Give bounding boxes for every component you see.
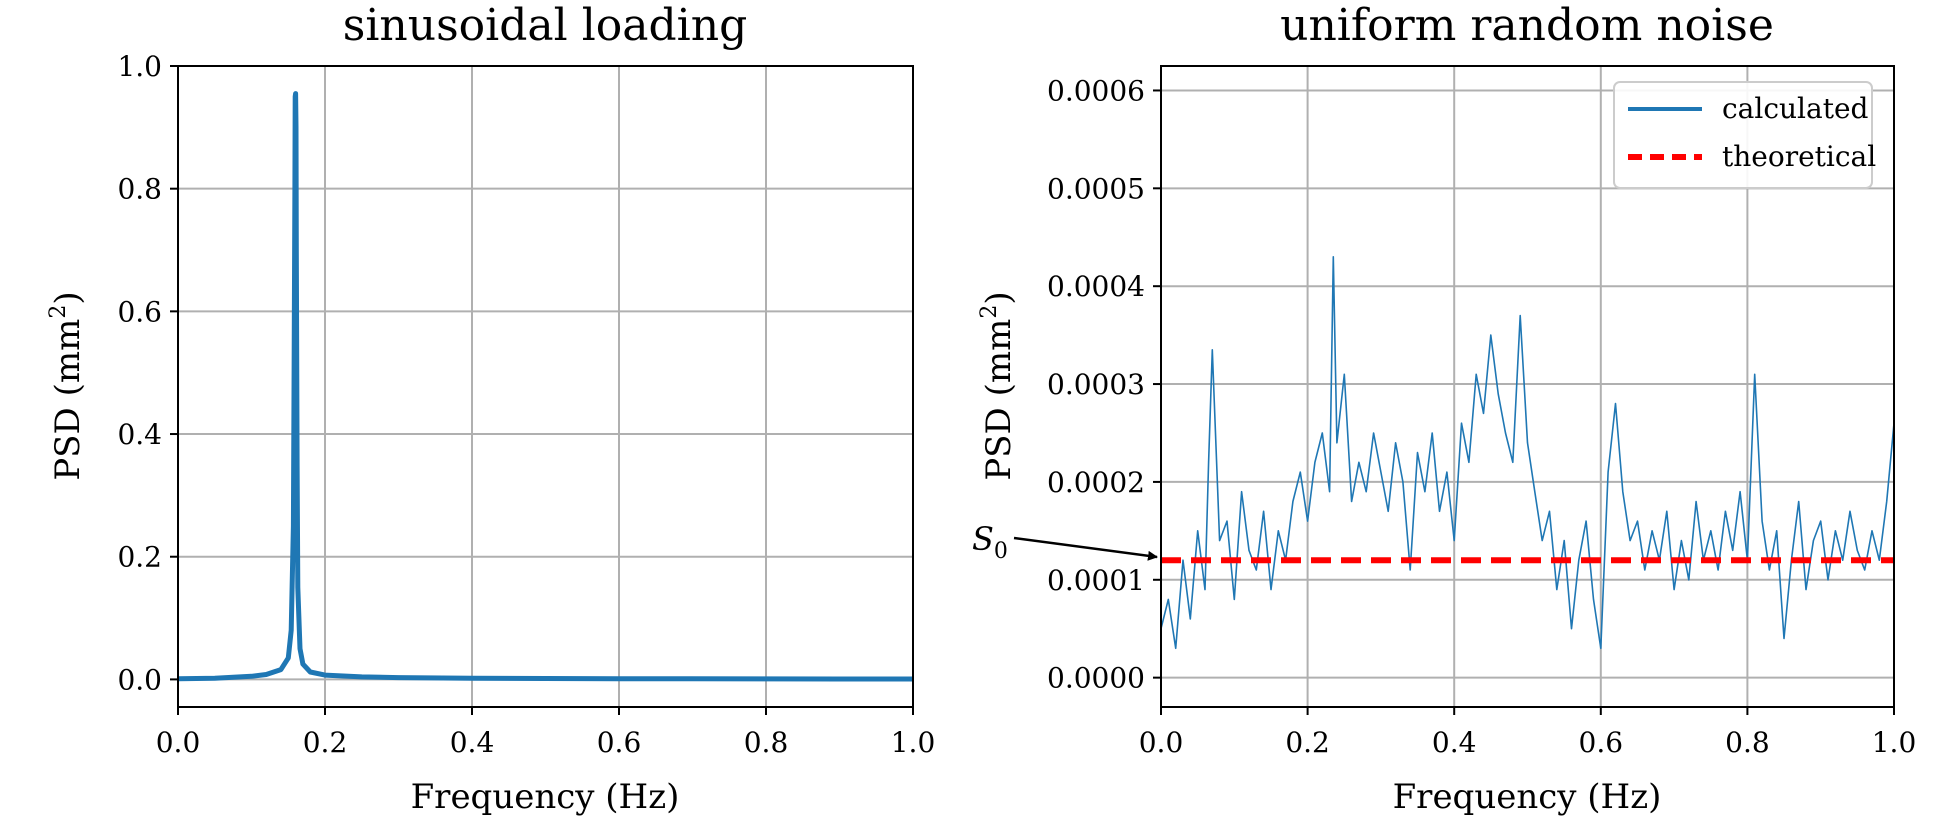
s0-arrow (1013, 536, 1158, 561)
right-y-axis-label-close: ) (979, 291, 1019, 304)
left-x-tick-label: 1.0 (891, 726, 936, 759)
right-x-axis-label: Frequency (Hz) (1393, 777, 1662, 817)
right-y-tick-label: 0.0005 (1047, 172, 1145, 205)
left-y-axis-label-main: PSD (mm (48, 319, 88, 481)
right-y-tick-label: 0.0000 (1047, 662, 1145, 695)
right-y-tick-label: 0.0004 (1047, 270, 1145, 303)
right-chart-panel: uniform random noise 0.0 0.2 0.4 0.6 0.8 1.00… (972, 0, 1916, 817)
right-x-tick-label: 0.4 (1432, 726, 1477, 759)
s0-annotation: S0 (972, 520, 1158, 564)
right-chart-title: uniform random noise (1280, 0, 1774, 51)
left-y-tick-label: 1.0 (117, 50, 162, 83)
left-x-tick-label: 0.0 (156, 726, 201, 759)
right-x-tick-label: 0.2 (1285, 726, 1330, 759)
legend-calculated-label: calculated (1722, 92, 1869, 125)
left-y-axis-label-close: ) (48, 291, 88, 304)
s0-subscript: 0 (994, 539, 1008, 564)
left-plot-frame (177, 65, 914, 708)
left-y-axis-label-superscript: 2 (46, 305, 71, 319)
left-y-tick-label: 0.4 (117, 418, 162, 451)
right-x-tick-label: 0.8 (1725, 726, 1770, 759)
right-y-axis-label-main: PSD (mm (979, 319, 1019, 481)
left-gridlines (177, 65, 914, 707)
left-x-axis-label: Frequency (Hz) (411, 777, 680, 817)
left-y-tick-label: 0.6 (117, 295, 162, 328)
right-y-axis-label-superscript: 2 (977, 305, 1002, 319)
right-y-tick-label: 0.0006 (1047, 74, 1145, 107)
right-series-line-calculated (1161, 255, 1894, 650)
left-series-group (178, 91, 913, 682)
right-x-tick-label: 0.0 (1139, 726, 1184, 759)
left-y-tick-label: 0.0 (117, 663, 162, 696)
left-chart-panel: sinusoidal loading 0.0 0.2 0.4 0.6 0.8 1.00.0… (46, 0, 935, 817)
left-y-axis-label: PSD (mm2) (46, 291, 88, 480)
left-x-tick-label: 0.4 (450, 726, 495, 759)
right-y-axis-label: PSD (mm2) (977, 291, 1019, 480)
left-ticks: 0.0 0.2 0.4 0.6 0.8 1.0 0.0 0.2 0.4 0.6 0.8 1.0 (117, 50, 935, 759)
left-x-tick-label: 0.2 (303, 726, 348, 759)
left-chart-title: sinusoidal loading (343, 0, 747, 51)
right-y-tick-label: 0.0001 (1047, 564, 1145, 597)
right-y-tick-label: 0.0003 (1047, 368, 1145, 401)
right-ticks: 0.0 0.2 0.4 0.6 0.8 1.0 0.0000 0.0001 0.0002 0.00… (1047, 74, 1916, 759)
legend-theoretical-label: theoretical (1722, 140, 1876, 173)
right-y-tick-label: 0.0002 (1047, 466, 1145, 499)
right-series-group (1161, 255, 1894, 650)
left-y-tick-label: 0.8 (117, 173, 162, 206)
right-x-tick-label: 0.6 (1579, 726, 1624, 759)
left-x-tick-label: 0.8 (744, 726, 789, 759)
s0-symbol: S (972, 520, 994, 558)
right-x-tick-label: 1.0 (1872, 726, 1917, 759)
left-x-tick-label: 0.6 (597, 726, 642, 759)
right-plot-frame (1160, 65, 1895, 708)
legend: calculated theoretical (1613, 81, 1876, 189)
left-series-line-psd (178, 91, 913, 682)
left-y-tick-label: 0.2 (117, 541, 162, 574)
s0-annotation-label: S0 (972, 520, 1008, 564)
